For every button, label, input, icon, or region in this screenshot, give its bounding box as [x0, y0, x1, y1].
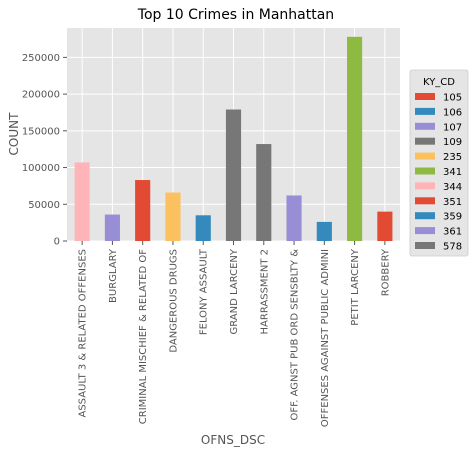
x-tick-label: ROBBERY [380, 248, 391, 296]
y-tick-label: 150000 [22, 126, 60, 137]
x-tick-label: PETIT LARCENY [350, 248, 361, 326]
legend-box [409, 69, 469, 257]
x-axis-ticks: ASSAULT 3 & RELATED OFFENSES BURGLARY CRIM… [78, 241, 391, 427]
bar [256, 144, 272, 241]
bar [377, 211, 393, 241]
y-tick-label: 0 [54, 237, 60, 248]
legend-entries: 105 106 107 109 235 341 344 351 359 361 578 [415, 93, 462, 253]
legend-swatch [415, 93, 435, 100]
legend-label: 361 [443, 227, 462, 238]
legend-swatch [415, 137, 435, 145]
legend-label: 109 [443, 137, 462, 148]
y-tick-label: 200000 [22, 90, 60, 101]
y-tick-label: 100000 [22, 163, 60, 174]
legend-swatch [415, 122, 435, 130]
x-tick-label: GRAND LARCENY [229, 248, 240, 334]
bar [165, 192, 181, 241]
legend-swatch [415, 182, 435, 190]
bar [316, 221, 332, 241]
x-tick-label: FELONY ASSAULT [199, 248, 210, 335]
x-tick-label: HARRASSMENT 2 [259, 249, 270, 334]
y-tick-label: 50000 [28, 200, 60, 211]
legend-swatch [415, 152, 435, 160]
legend-label: 344 [443, 182, 462, 193]
legend-swatch [415, 212, 435, 220]
x-tick-label: OFFENSES AGAINST PUBLIC ADMINI [320, 249, 331, 427]
chart-title: Top 10 Crimes in Manhattan [137, 7, 334, 23]
legend-swatch [415, 197, 435, 205]
legend-label: 351 [443, 197, 462, 208]
legend-label: 341 [443, 167, 462, 178]
x-tick-label: OFF. AGNST PUB ORD SENSBLTY & [290, 249, 301, 421]
x-tick-label: DANGEROUS DRUGS [168, 249, 179, 353]
legend-swatch [415, 167, 435, 175]
y-axis-label: COUNT [7, 112, 21, 156]
legend-label: 359 [443, 212, 462, 223]
legend: KY_CD 105 106 107 109 235 341 344 351 359 361 578 [409, 69, 469, 257]
legend-swatch [415, 107, 435, 115]
legend-swatch [415, 242, 435, 249]
x-tick-label: CRIMINAL MISCHIEF & RELATED OF [138, 249, 149, 424]
x-tick-label: ASSAULT 3 & RELATED OFFENSES [78, 249, 89, 418]
bars [74, 36, 393, 241]
legend-label: 235 [443, 152, 462, 163]
legend-label: 578 [443, 242, 462, 253]
legend-title: KY_CD [423, 77, 455, 88]
bar [135, 180, 151, 241]
legend-swatch [415, 227, 435, 235]
y-axis-ticks: 0 50000 100000 150000 200000 250000 [22, 53, 67, 248]
bar [195, 215, 211, 241]
x-tick-label: BURGLARY [108, 248, 119, 303]
legend-label: 105 [443, 93, 462, 104]
legend-label: 107 [443, 122, 462, 133]
x-axis-label: OFNS_DSC [201, 433, 265, 447]
bar [286, 195, 302, 241]
bar [74, 162, 90, 241]
legend-label: 106 [443, 107, 462, 118]
bar [225, 109, 242, 241]
bar [347, 36, 363, 241]
bar [104, 214, 120, 241]
y-tick-label: 250000 [22, 53, 60, 64]
